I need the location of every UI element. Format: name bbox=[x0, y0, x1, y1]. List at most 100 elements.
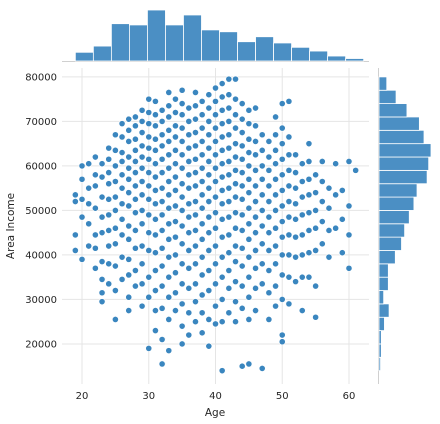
scatter-point bbox=[91, 244, 99, 252]
scatter-point bbox=[158, 304, 166, 312]
scatter-point bbox=[345, 158, 353, 165]
scatter-point bbox=[218, 233, 226, 241]
scatter-point bbox=[232, 224, 239, 232]
scatter-point bbox=[198, 329, 206, 337]
scatter-point bbox=[185, 213, 193, 221]
scatter-point bbox=[152, 122, 159, 130]
scatter-point bbox=[298, 251, 306, 259]
scatter-point bbox=[305, 191, 313, 199]
scatter-point bbox=[91, 153, 99, 161]
scatter-point bbox=[132, 122, 139, 130]
scatter-point bbox=[152, 327, 159, 334]
x-axis-title: Age bbox=[205, 407, 225, 419]
scatter-point bbox=[185, 247, 193, 254]
x-hist-bar bbox=[291, 46, 311, 62]
scatter-point bbox=[245, 189, 253, 197]
scatter-point bbox=[132, 182, 139, 190]
scatter-point bbox=[105, 227, 113, 234]
scatter-point bbox=[145, 211, 153, 219]
scatter-point bbox=[198, 97, 206, 105]
scatter-point bbox=[158, 198, 166, 205]
scatter-point bbox=[252, 307, 259, 314]
scatter-point bbox=[125, 126, 133, 134]
scatter-point bbox=[218, 120, 226, 128]
scatter-point bbox=[312, 282, 320, 290]
scatter-point bbox=[245, 106, 253, 114]
scatter-point bbox=[298, 307, 306, 314]
scatter-point bbox=[212, 280, 219, 288]
x-hist-bar bbox=[255, 36, 274, 62]
scatter-point bbox=[258, 222, 266, 230]
scatter-point bbox=[132, 267, 139, 274]
scatter-point bbox=[125, 222, 133, 230]
scatter-point bbox=[192, 260, 199, 268]
scatter-point bbox=[265, 182, 273, 190]
y-hist-bar bbox=[378, 116, 420, 131]
scatter-point bbox=[245, 204, 253, 212]
y-tick-label: 30000 bbox=[25, 295, 57, 306]
scatter-point bbox=[298, 160, 306, 168]
scatter-point bbox=[265, 229, 273, 237]
scatter-point bbox=[212, 242, 219, 250]
scatter-point bbox=[198, 291, 206, 299]
scatter-point bbox=[258, 162, 266, 170]
scatter-point bbox=[105, 211, 113, 219]
scatter-point bbox=[165, 316, 173, 323]
scatter-point bbox=[152, 215, 159, 223]
scatter-point bbox=[165, 220, 173, 228]
scatter-point bbox=[345, 264, 353, 272]
scatter-point bbox=[165, 178, 173, 185]
scatter-point bbox=[278, 140, 286, 148]
scatter-point bbox=[278, 186, 286, 194]
scatter-point bbox=[238, 362, 246, 370]
scatter-point bbox=[145, 273, 153, 281]
scatter-point bbox=[178, 180, 186, 188]
x-hist-bar bbox=[327, 55, 347, 62]
scatter-point bbox=[272, 113, 279, 121]
scatter-point bbox=[85, 220, 93, 228]
scatter-point bbox=[98, 160, 106, 168]
scatter-point bbox=[78, 162, 86, 170]
x-hist-bar bbox=[183, 14, 202, 62]
scatter-point bbox=[238, 195, 246, 203]
scatter-point bbox=[118, 133, 126, 141]
scatter-point bbox=[125, 189, 133, 197]
scatter-point bbox=[218, 80, 226, 87]
scatter-point bbox=[205, 213, 213, 221]
scatter-point bbox=[245, 120, 253, 128]
scatter-point bbox=[111, 146, 119, 154]
scatter-point bbox=[132, 113, 139, 121]
scatter-point bbox=[158, 244, 166, 252]
scatter-point bbox=[265, 316, 273, 323]
scatter-point bbox=[312, 224, 320, 232]
scatter-point bbox=[218, 367, 226, 375]
scatter-point bbox=[232, 298, 239, 306]
scatter-point bbox=[152, 97, 159, 105]
scatter-point bbox=[272, 302, 279, 310]
scatter-point bbox=[238, 262, 246, 270]
scatter-point bbox=[158, 118, 166, 125]
scatter-point bbox=[152, 249, 159, 257]
scatter-point bbox=[252, 151, 259, 159]
scatter-point bbox=[125, 235, 133, 243]
scatter-point bbox=[111, 240, 119, 248]
scatter-point bbox=[185, 104, 193, 112]
scatter-point bbox=[238, 227, 246, 234]
scatter-point bbox=[198, 235, 206, 243]
scatter-point bbox=[212, 164, 219, 172]
scatter-point bbox=[85, 200, 93, 208]
x-hist-bar bbox=[237, 41, 256, 62]
y-hist-bar bbox=[378, 236, 402, 251]
scatter-point bbox=[192, 318, 199, 326]
scatter-point bbox=[78, 175, 86, 183]
scatter-point bbox=[238, 129, 246, 136]
scatter-point bbox=[192, 129, 199, 136]
scatter-point bbox=[125, 271, 133, 279]
scatter-point bbox=[258, 175, 266, 183]
scatter-point bbox=[225, 184, 233, 192]
scatter-point bbox=[111, 162, 119, 170]
scatter-point bbox=[125, 255, 133, 263]
scatter-point bbox=[138, 142, 146, 150]
scatter-point bbox=[212, 84, 219, 92]
scatter-point bbox=[125, 293, 133, 301]
